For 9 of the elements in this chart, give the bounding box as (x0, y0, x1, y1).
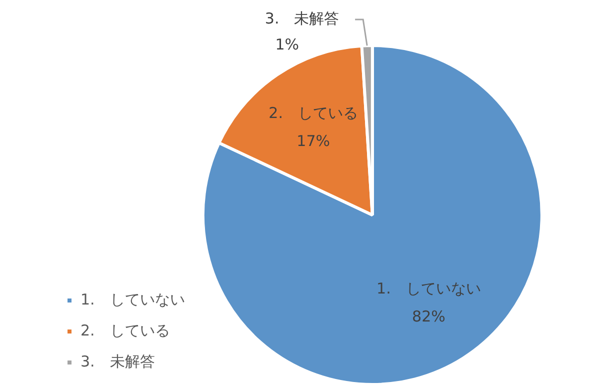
data-label: 17% (296, 132, 330, 150)
slice-label: 1. していない (376, 280, 481, 298)
data-label: 82% (412, 308, 446, 326)
legend-label: 2. している (80, 321, 170, 340)
data-label: 1% (275, 35, 299, 54)
slice-label: 2. している (268, 104, 358, 122)
legend-label: 1. していない (80, 290, 185, 308)
legend-label: 3. 未解答 (80, 352, 155, 370)
slice-label: 3. 未解答 (264, 9, 340, 28)
